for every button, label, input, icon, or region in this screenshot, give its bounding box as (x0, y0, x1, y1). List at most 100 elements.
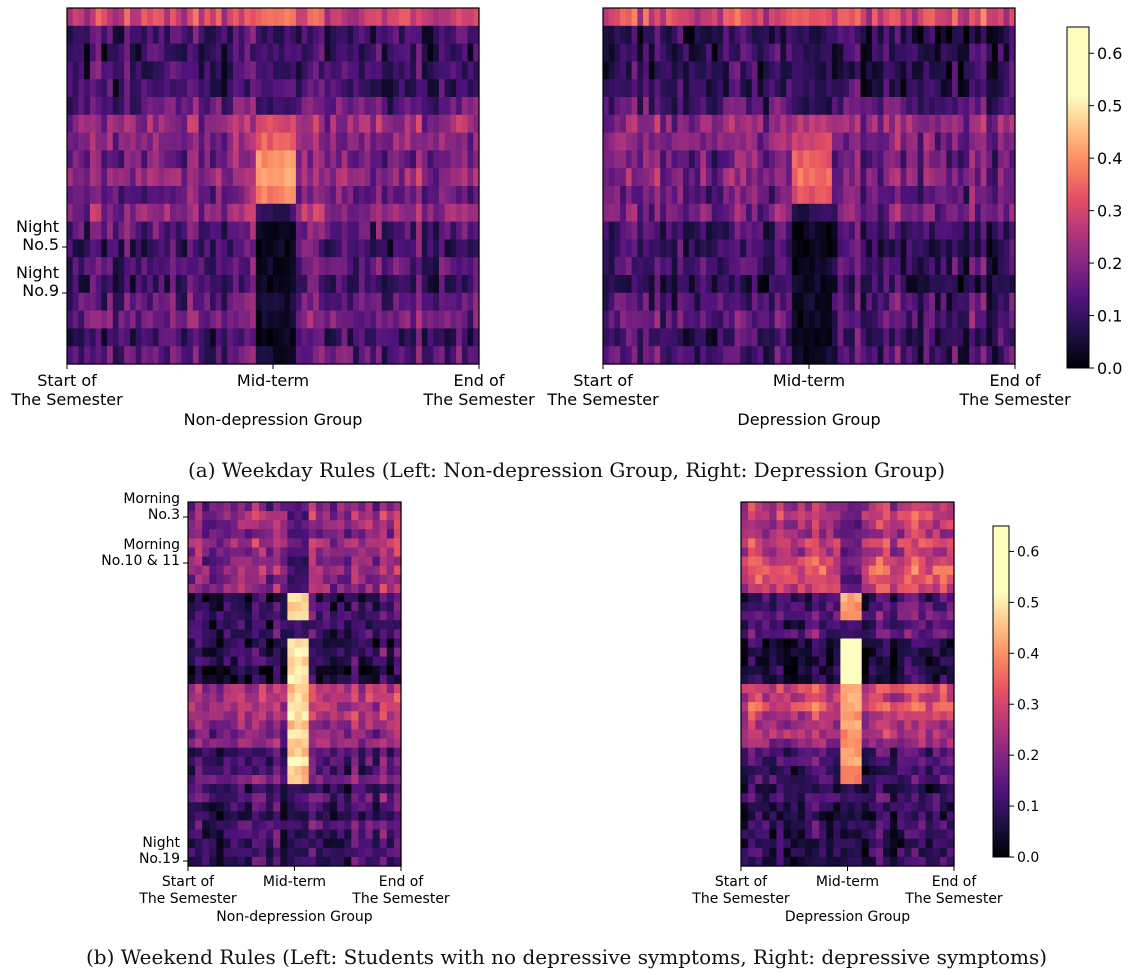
heatmap-cell (273, 97, 280, 116)
heatmap-cell (854, 656, 863, 667)
heatmap-cell (620, 203, 627, 223)
heatmap-cell (643, 328, 650, 347)
heatmap-cell (195, 684, 203, 694)
heatmap-cell (393, 529, 402, 539)
heatmap-cell (797, 221, 804, 240)
heatmap-cell (255, 168, 263, 187)
heatmap-cell (273, 684, 281, 694)
heatmap-cell (648, 97, 656, 116)
heatmap-cell (238, 239, 245, 258)
heatmap-cell (776, 565, 785, 576)
heatmap-cell (372, 583, 381, 594)
heatmap-cell (101, 43, 108, 62)
heatmap-cell (416, 132, 423, 151)
heatmap-cell (370, 79, 377, 98)
heatmap-cell (923, 168, 930, 187)
heatmap-cell (280, 720, 288, 731)
heatmap-cell (372, 747, 381, 758)
heatmap-cell (783, 556, 792, 567)
heatmap-cell (230, 665, 239, 676)
heatmap-cell (812, 693, 820, 703)
heatmap-cell (78, 114, 85, 134)
heatmap-cell (101, 221, 108, 240)
heatmap-cell (444, 221, 451, 240)
heatmap-cell (461, 186, 469, 205)
heatmap-cell (358, 574, 367, 585)
heatmap-cell (244, 765, 253, 776)
heatmap-cell (251, 674, 260, 685)
heatmap-cell (677, 97, 684, 116)
heatmap-cell (308, 829, 317, 840)
heatmap-cell (654, 346, 661, 365)
heatmap-cell (804, 574, 813, 585)
heatmap-cell (671, 292, 678, 312)
heatmap-cell (416, 25, 423, 45)
heatmap-cell (861, 611, 870, 621)
heatmap-cell (797, 638, 806, 649)
heatmap-cell (358, 802, 367, 812)
heatmap-cell (192, 257, 200, 276)
heatmap-cell (456, 186, 463, 205)
heatmap-cell (897, 502, 905, 512)
heatmap-cell (603, 328, 610, 347)
heatmap-cell (814, 8, 822, 27)
heatmap-cell (195, 720, 203, 731)
heatmap-cell (741, 565, 749, 576)
heatmap-cell (889, 292, 896, 312)
heatmap-cell (301, 8, 308, 27)
heatmap-cell (330, 593, 338, 603)
heatmap-cell (89, 346, 97, 365)
heatmap-cell (814, 61, 822, 80)
heatmap-cell (379, 684, 388, 694)
heatmap-cell (804, 656, 813, 667)
heatmap-cell (202, 656, 210, 667)
heatmap-cell (188, 674, 196, 685)
heatmap-cell (315, 620, 324, 630)
heatmap-cell (763, 292, 770, 312)
heatmap-cell (232, 8, 240, 27)
heatmap-cell (379, 838, 388, 849)
heatmap-cell (814, 79, 822, 98)
heatmap-cell (67, 132, 74, 151)
heatmap-cell (280, 638, 288, 649)
heatmap-cell (883, 186, 890, 205)
heatmap-cell (783, 756, 792, 767)
heatmap-cell (308, 583, 317, 594)
heatmap-cell (911, 684, 920, 694)
heatmap-cell (147, 8, 154, 27)
heatmap-cell (244, 328, 251, 347)
heatmap-cell (315, 711, 324, 721)
heatmap-cell (365, 838, 374, 849)
heatmap-cell (118, 346, 125, 365)
heatmap-cell (107, 61, 114, 80)
heatmap-cell (746, 275, 753, 294)
heatmap-cell (308, 556, 317, 567)
heatmap-cell (251, 765, 260, 776)
heatmap-cell (89, 97, 97, 116)
heatmap-cell (883, 747, 891, 758)
heatmap-cell (187, 43, 194, 62)
heatmap-cell (307, 114, 314, 134)
heatmap-cell (158, 346, 165, 365)
heatmap-cell (912, 257, 919, 276)
heatmap-cell (398, 203, 406, 223)
heatmap-cell (643, 168, 650, 187)
heatmap-cell (223, 611, 232, 621)
heatmap-cell (871, 25, 879, 45)
heatmap-cell (215, 275, 223, 294)
heatmap-cell (660, 310, 667, 329)
heatmap-cell (358, 847, 367, 858)
heatmap-cell (250, 79, 257, 98)
x-tick-label: Start of The Semester (138, 874, 237, 907)
heatmap-cell (433, 310, 440, 329)
heatmap-cell (946, 275, 953, 294)
heatmap-cell (308, 684, 317, 694)
heatmap-cell (141, 275, 148, 294)
heatmap-cell (216, 565, 225, 576)
heatmap-cell (946, 565, 955, 576)
heatmap-cell (1003, 114, 1010, 134)
heatmap-cell (164, 114, 171, 134)
heatmap-cell (932, 711, 941, 721)
heatmap-cell (370, 8, 377, 27)
heatmap-cell (900, 275, 907, 294)
